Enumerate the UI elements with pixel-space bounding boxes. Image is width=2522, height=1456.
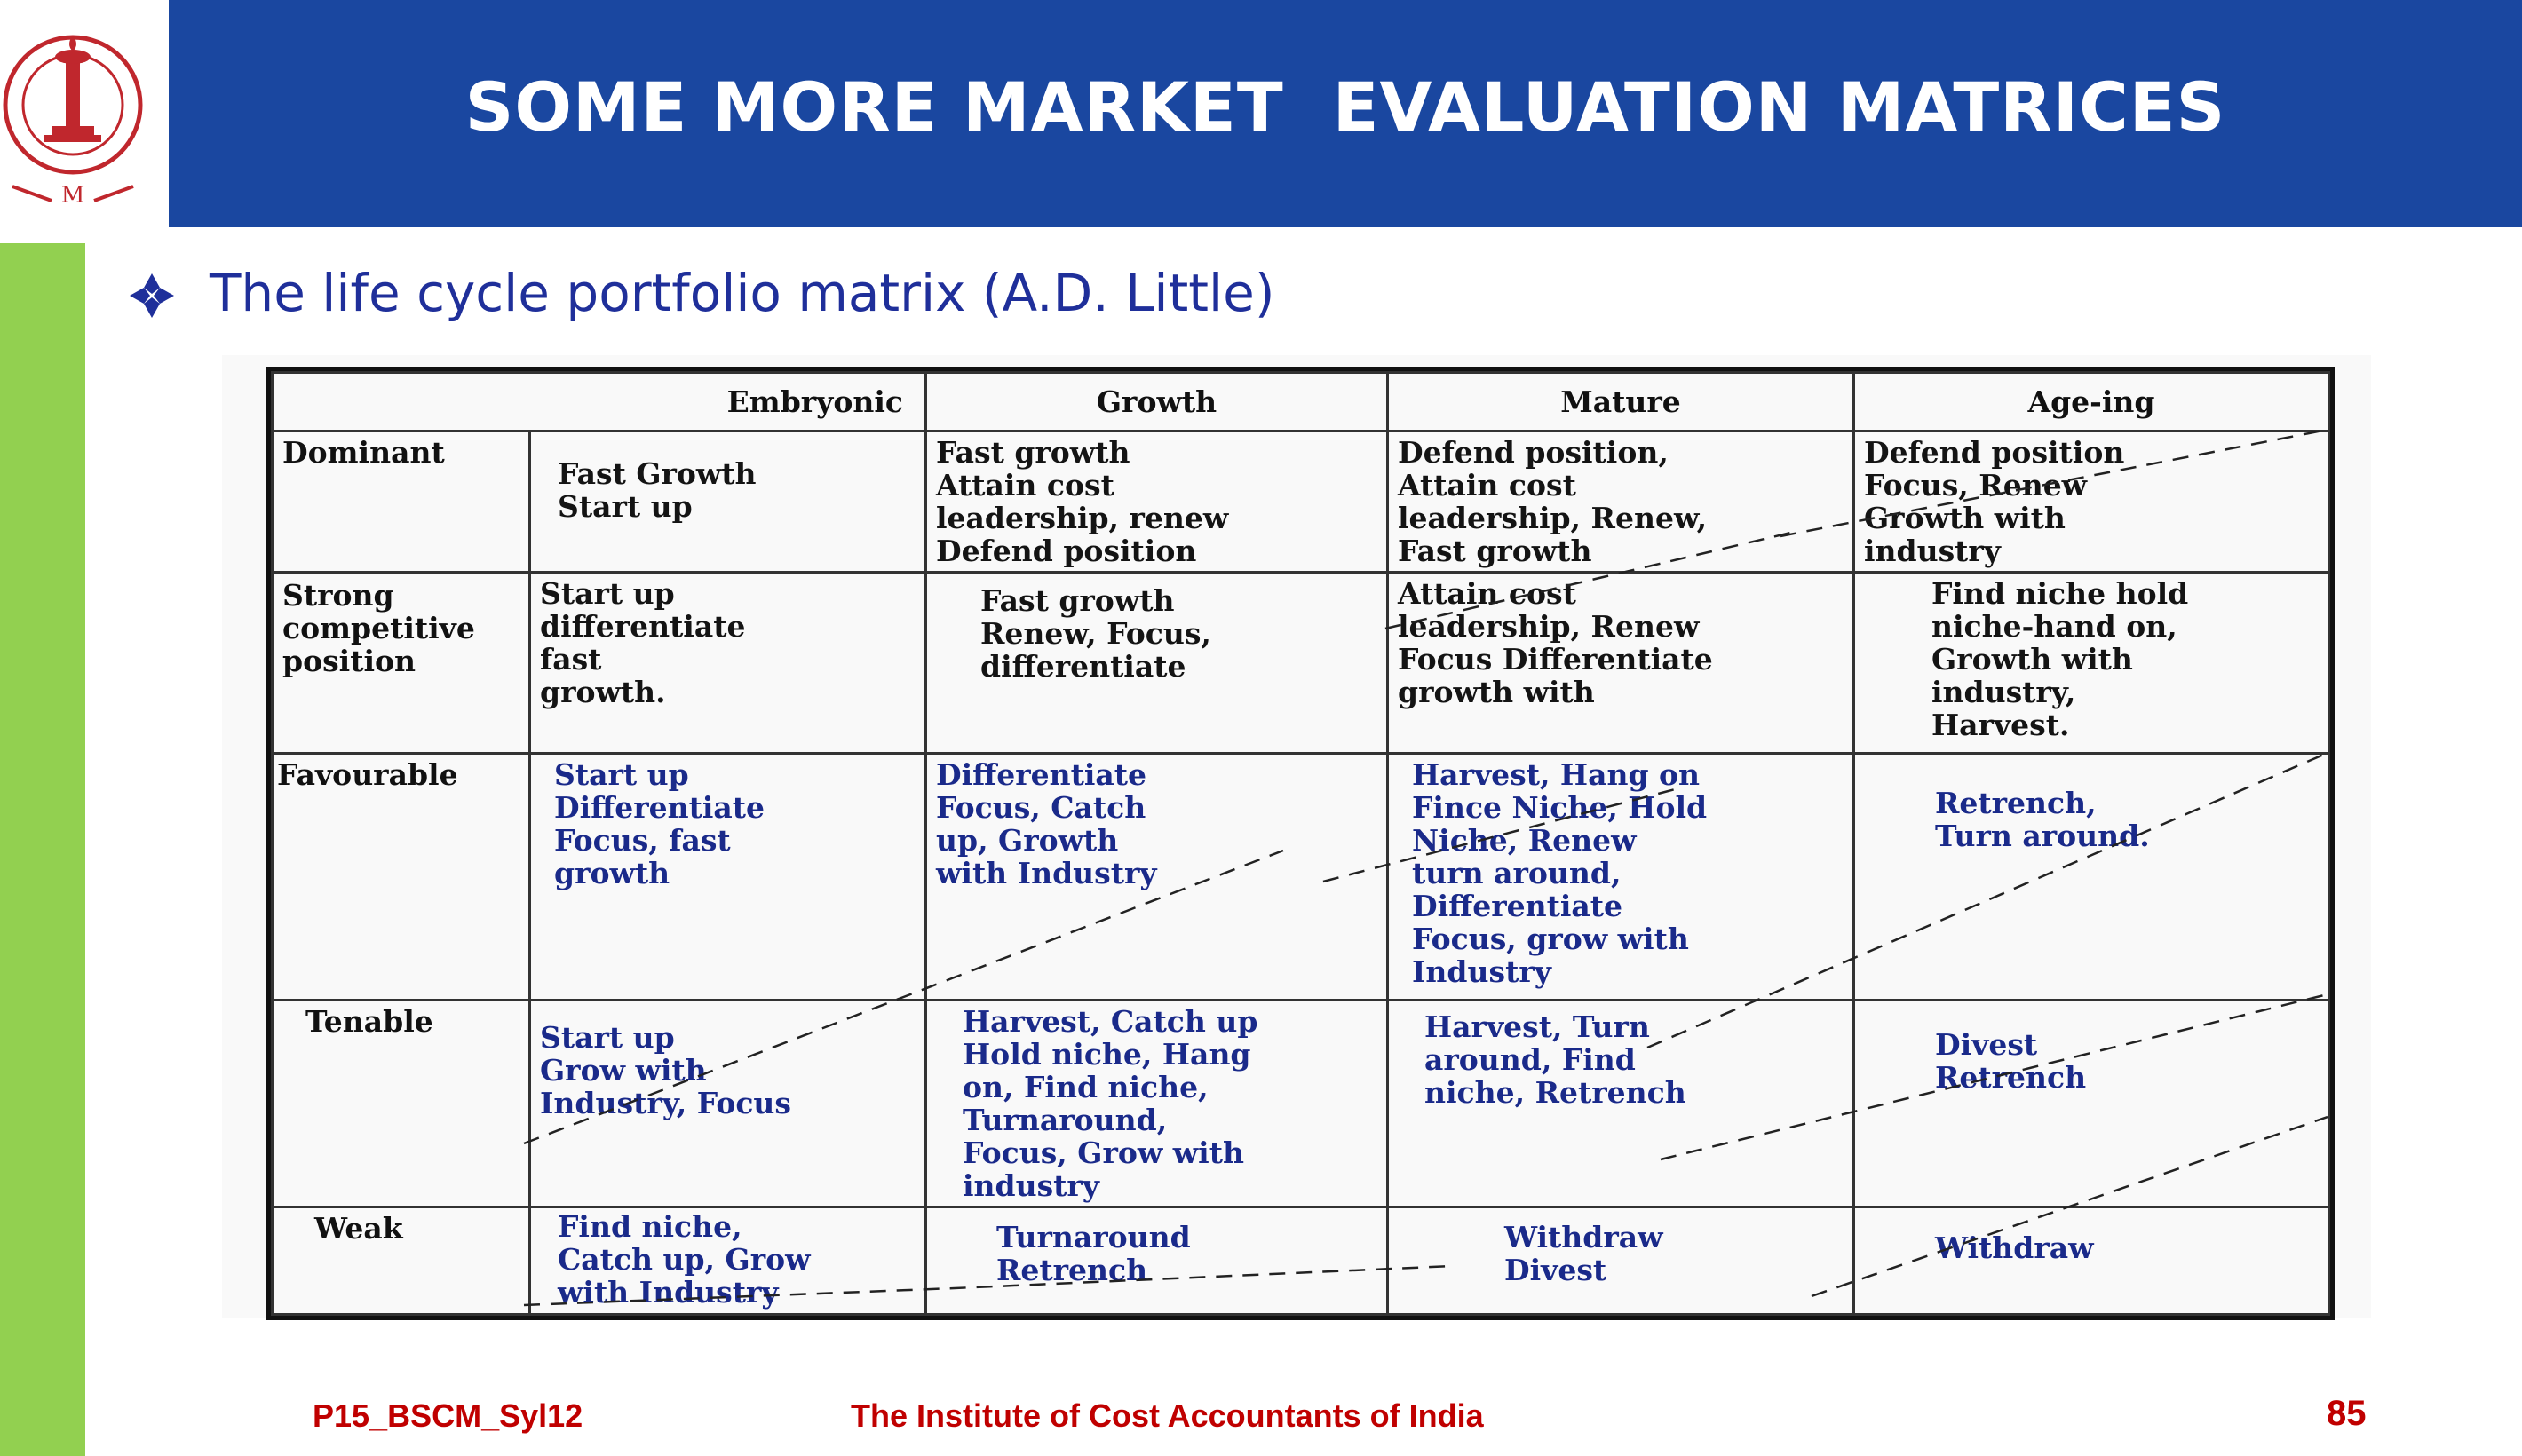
life-cycle-matrix: Embryonic Growth Mature Age-ing Dominant… [266,367,2335,1320]
cell-weak-mature: Withdraw Divest [1386,1206,1855,1316]
column-header-growth: Growth [924,371,1389,432]
cell-strong-ageing: Find niche hold niche-hand on, Growth wi… [1852,571,2330,755]
cell-dominant-embryonic: Fast Growth Start up [528,430,927,574]
row-label-dominant: Dominant [271,430,531,574]
cell-strong-embryonic: Start up differentiate fast growth. [528,571,927,755]
footer-code: P15_BSCM_Syl12 [313,1397,583,1434]
cell-weak-ageing: Withdraw [1852,1206,2330,1316]
cell-tenable-ageing: Divest Retrench [1852,999,2330,1208]
cell-favourable-ageing: Retrench, Turn around. [1852,752,2330,1001]
matrix-header-row: Embryonic Growth Mature Age-ing [271,371,2330,432]
matrix-row-weak: Weak Find niche, Catch up, Grow with Ind… [271,1206,2330,1316]
cell-tenable-growth: Harvest, Catch up Hold niche, Hang on, F… [924,999,1389,1208]
cell-favourable-growth: Differentiate Focus, Catch up, Growth wi… [924,752,1389,1001]
matrix-row-dominant: Dominant Fast Growth Start up Fast growt… [271,430,2330,574]
row-label-weak: Weak [271,1206,531,1316]
svg-text:M: M [61,182,85,209]
column-header-mature: Mature [1386,371,1855,432]
cell-favourable-embryonic: Start up Differentiate Focus, fast growt… [528,752,927,1001]
cell-tenable-mature: Harvest, Turn around, Find niche, Retren… [1386,999,1855,1208]
cell-dominant-growth: Fast growth Attain cost leadership, rene… [924,430,1389,574]
column-header-embryonic: Embryonic [271,371,927,432]
page-number: 85 [2327,1394,2367,1433]
cell-weak-embryonic: Find niche, Catch up, Grow with Industry [528,1206,927,1316]
matrix-row-strong: Strong competitive position Start up dif… [271,571,2330,755]
row-label-tenable: Tenable [271,999,531,1208]
side-accent-bar [0,243,85,1456]
institute-logo: M [0,0,169,227]
header-bar [169,0,2522,227]
cell-strong-growth: Fast growth Renew, Focus, differentiate [924,571,1389,755]
row-label-favourable: Favourable [271,752,531,1001]
institute-seal-icon: M [3,35,143,209]
matrix-row-tenable: Tenable Start up Grow with Industry, Foc… [271,999,2330,1208]
matrix-row-favourable: Favourable Start up Differentiate Focus,… [271,752,2330,1001]
row-label-strong: Strong competitive position [271,571,531,755]
slide-title: SOME MORE MARKET EVALUATION MATRICES [464,67,2226,146]
footer-institute: The Institute of Cost Accountants of Ind… [851,1397,1484,1434]
cell-tenable-embryonic: Start up Grow with Industry, Focus [528,999,927,1208]
cell-weak-growth: Turnaround Retrench [924,1206,1389,1316]
slide-subtitle: The life cycle portfolio matrix (A.D. Li… [210,263,1275,323]
cell-dominant-ageing: Defend position Focus, Renew Growth with… [1852,430,2330,574]
cell-strong-mature: Attain cost leadership, Renew Focus Diff… [1386,571,1855,755]
cell-favourable-mature: Harvest, Hang on Fince Niche, Hold Niche… [1386,752,1855,1001]
cell-dominant-mature: Defend position, Attain cost leadership,… [1386,430,1855,574]
column-header-ageing: Age-ing [1852,371,2330,432]
diamond-bullet-icon [130,273,174,318]
